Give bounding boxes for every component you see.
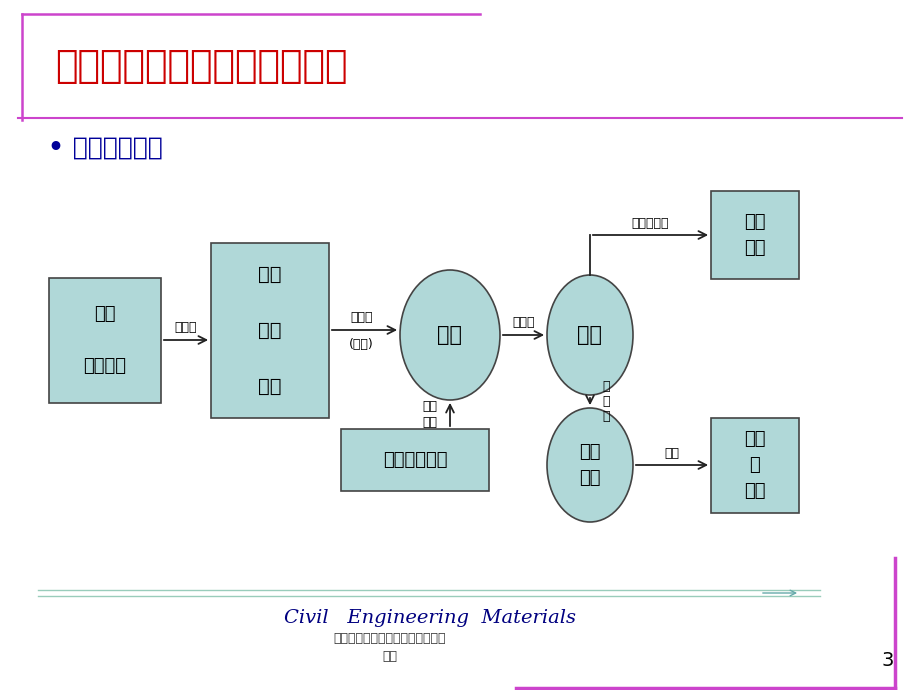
FancyBboxPatch shape (210, 242, 329, 417)
Text: 形成了: 形成了 (175, 321, 197, 334)
Text: (内因): (内因) (348, 338, 373, 351)
FancyBboxPatch shape (341, 429, 489, 491)
Text: 决定了: 决定了 (512, 316, 534, 329)
Text: 土木工程材料土木工程材料的基本
性质: 土木工程材料土木工程材料的基本 性质 (334, 633, 446, 664)
Text: 技术
要求: 技术 要求 (579, 444, 600, 486)
Text: 3: 3 (880, 651, 893, 669)
Text: 应用: 应用 (577, 325, 602, 345)
Text: 运输
储存: 运输 储存 (743, 213, 765, 257)
FancyBboxPatch shape (49, 277, 161, 402)
Text: 外界环境条件: 外界环境条件 (382, 451, 447, 469)
Text: 研究土木工程材料的一般规律: 研究土木工程材料的一般规律 (55, 49, 347, 85)
Text: 依据: 依据 (664, 447, 679, 460)
Ellipse shape (547, 408, 632, 522)
FancyBboxPatch shape (710, 191, 798, 279)
Ellipse shape (547, 275, 632, 395)
Text: Civil   Engineering  Materials: Civil Engineering Materials (284, 609, 575, 627)
Text: 组成

结构

构造: 组成 结构 构造 (258, 264, 281, 395)
Ellipse shape (400, 270, 499, 400)
Text: 外影
因响: 外影 因响 (422, 400, 437, 428)
Text: 性质: 性质 (437, 325, 462, 345)
Text: 检验
与
验收: 检验 与 验收 (743, 430, 765, 500)
FancyBboxPatch shape (710, 417, 798, 513)
Text: 提出了要求: 提出了要求 (631, 217, 668, 230)
Text: 提
出
了: 提 出 了 (601, 380, 608, 423)
Text: 原料

生产工艺: 原料 生产工艺 (84, 304, 127, 375)
Text: 决定了: 决定了 (350, 311, 372, 324)
Text: • 如下图所示：: • 如下图所示： (48, 136, 163, 160)
